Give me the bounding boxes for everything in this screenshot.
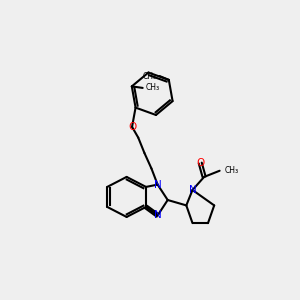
Text: O: O xyxy=(128,122,136,132)
Text: CH₃: CH₃ xyxy=(142,71,156,80)
Text: N: N xyxy=(154,210,161,220)
Text: N: N xyxy=(154,180,161,190)
Text: N: N xyxy=(189,185,196,195)
Text: O: O xyxy=(196,158,204,168)
Text: CH₃: CH₃ xyxy=(146,83,160,92)
Text: CH₃: CH₃ xyxy=(224,166,239,175)
